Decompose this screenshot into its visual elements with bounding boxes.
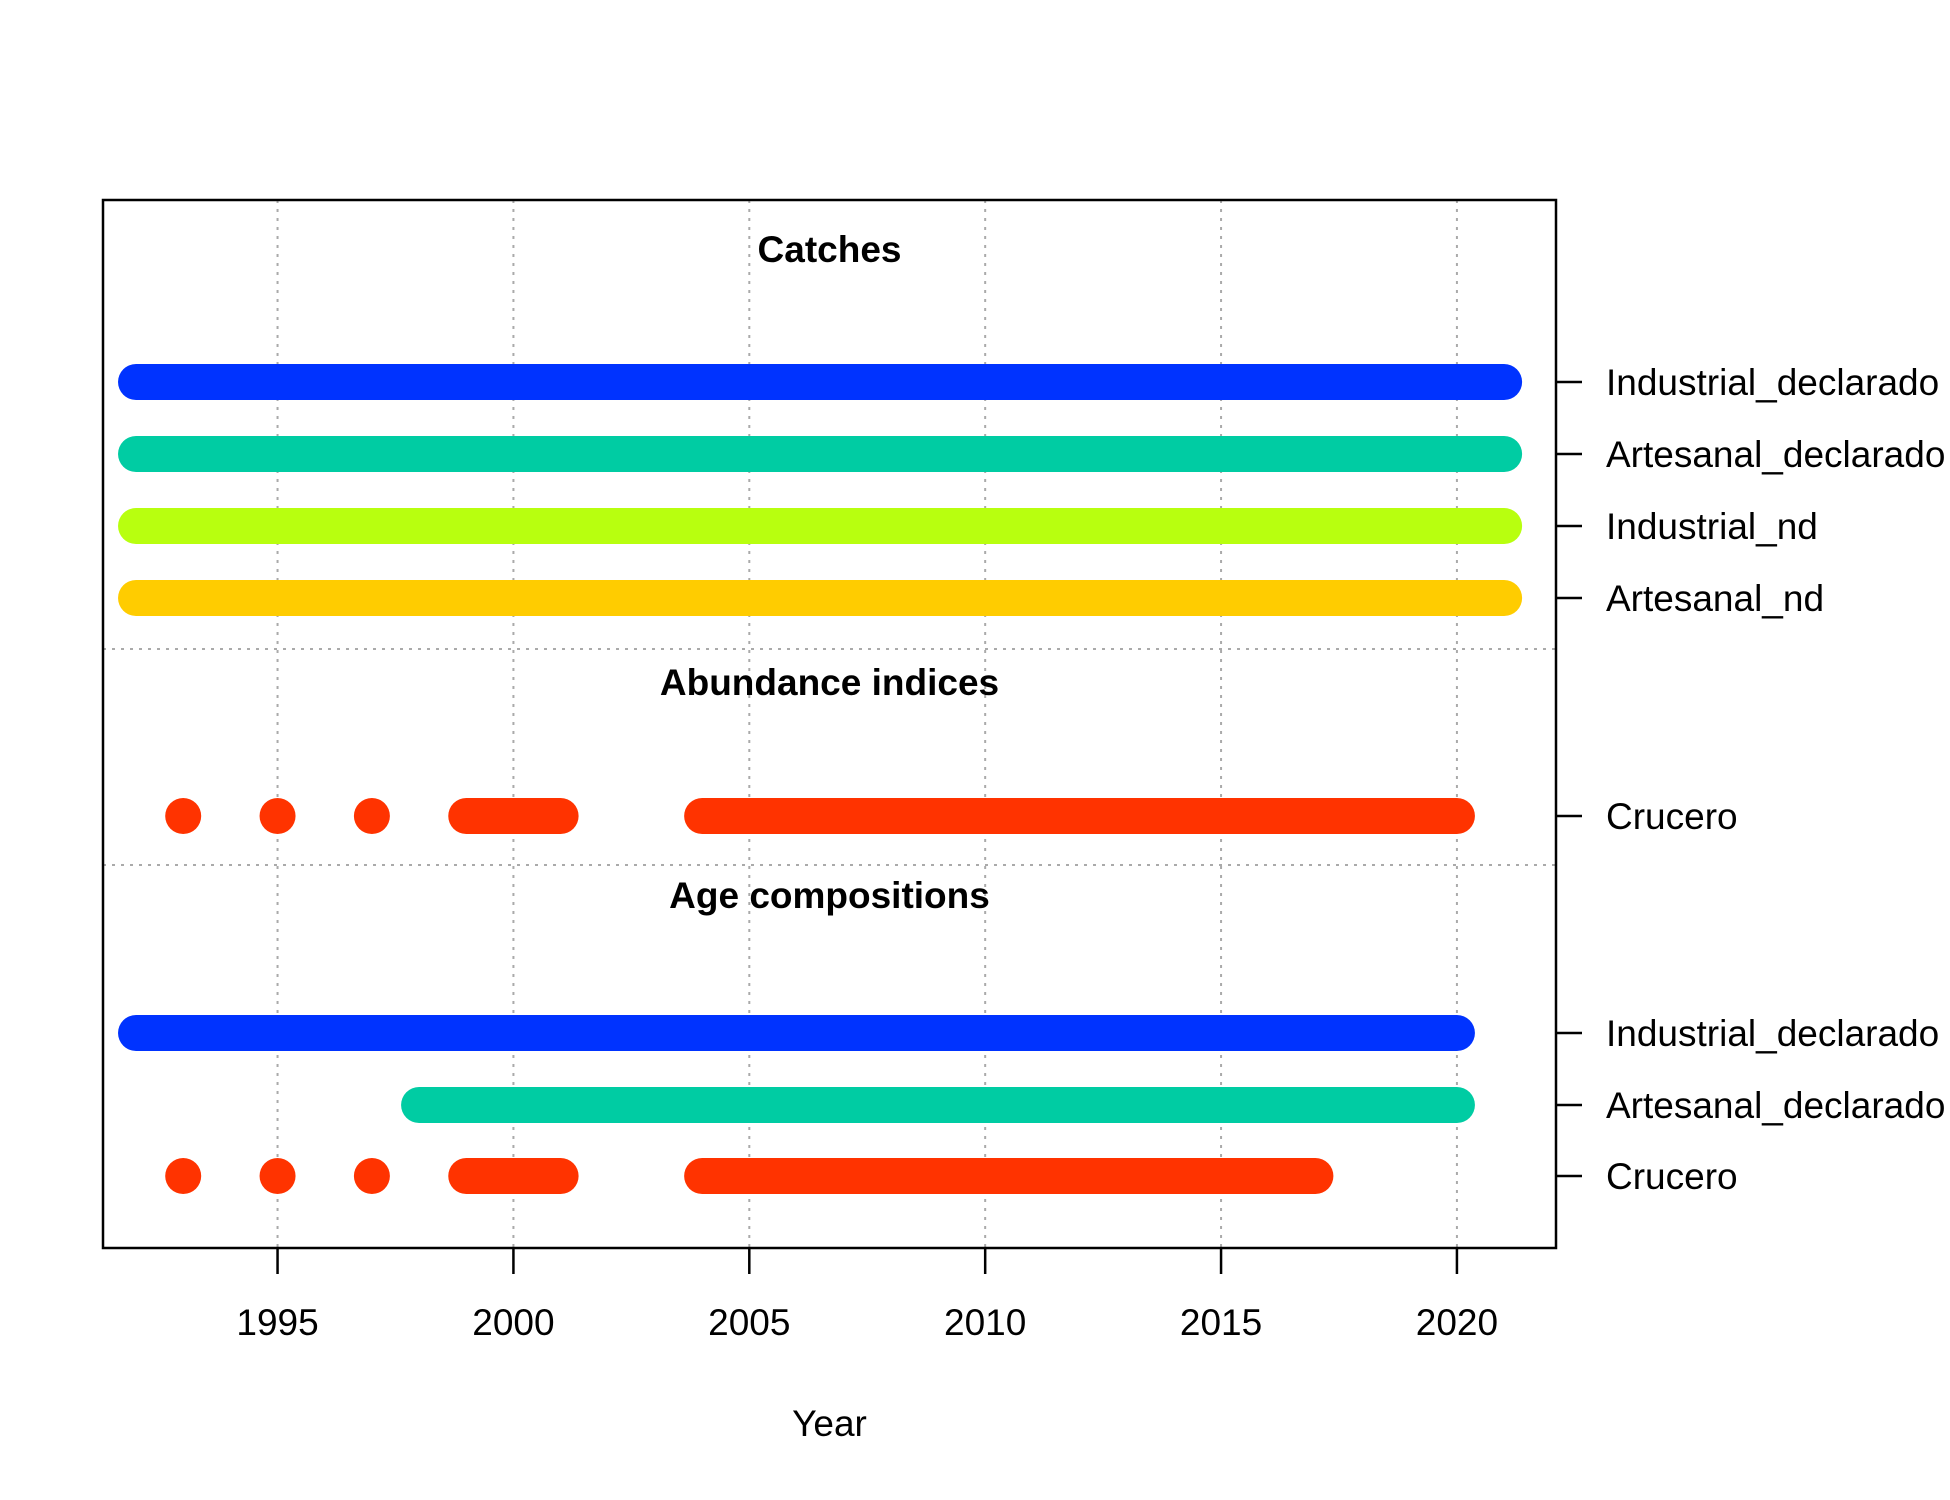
plot-frame bbox=[101, 198, 1558, 1250]
x-axis-title: Year bbox=[792, 1403, 867, 1444]
row-label: Artesanal_declarado bbox=[1606, 434, 1945, 475]
row-label: Artesanal_nd bbox=[1606, 578, 1824, 619]
section-titles: Catches Abundance indices Age compositions bbox=[660, 229, 999, 916]
section-title: Catches bbox=[758, 229, 902, 270]
x-tick-label: 2005 bbox=[708, 1302, 790, 1343]
timeline-bars bbox=[118, 364, 1523, 1194]
timeline-point bbox=[165, 798, 202, 834]
x-axis: 1995 2000 2005 2010 2015 2020 bbox=[236, 1248, 1498, 1343]
right-axis: Industrial_declarado Artesanal_declarado I… bbox=[1556, 362, 1945, 1197]
x-tick-label: 2015 bbox=[1180, 1302, 1262, 1343]
grid-lines bbox=[103, 200, 1556, 1248]
row-label: Crucero bbox=[1606, 796, 1738, 837]
timeline-point bbox=[165, 1158, 202, 1194]
timeline-point bbox=[353, 798, 390, 834]
section-title: Abundance indices bbox=[660, 662, 999, 703]
x-tick-label: 1995 bbox=[236, 1302, 318, 1343]
x-tick-label: 2000 bbox=[472, 1302, 554, 1343]
row-label: Crucero bbox=[1606, 1156, 1738, 1197]
x-tick-label: 2020 bbox=[1416, 1302, 1498, 1343]
row-label: Industrial_declarado bbox=[1606, 362, 1939, 403]
timeline-point bbox=[259, 798, 296, 834]
row-label: Industrial_nd bbox=[1606, 506, 1818, 547]
row-label: Industrial_declarado bbox=[1606, 1013, 1939, 1054]
timeline-point bbox=[353, 1158, 390, 1194]
timeline-point bbox=[259, 1158, 296, 1194]
x-tick-label: 2010 bbox=[944, 1302, 1026, 1343]
section-title: Age compositions bbox=[669, 875, 990, 916]
row-label: Artesanal_declarado bbox=[1606, 1085, 1945, 1126]
